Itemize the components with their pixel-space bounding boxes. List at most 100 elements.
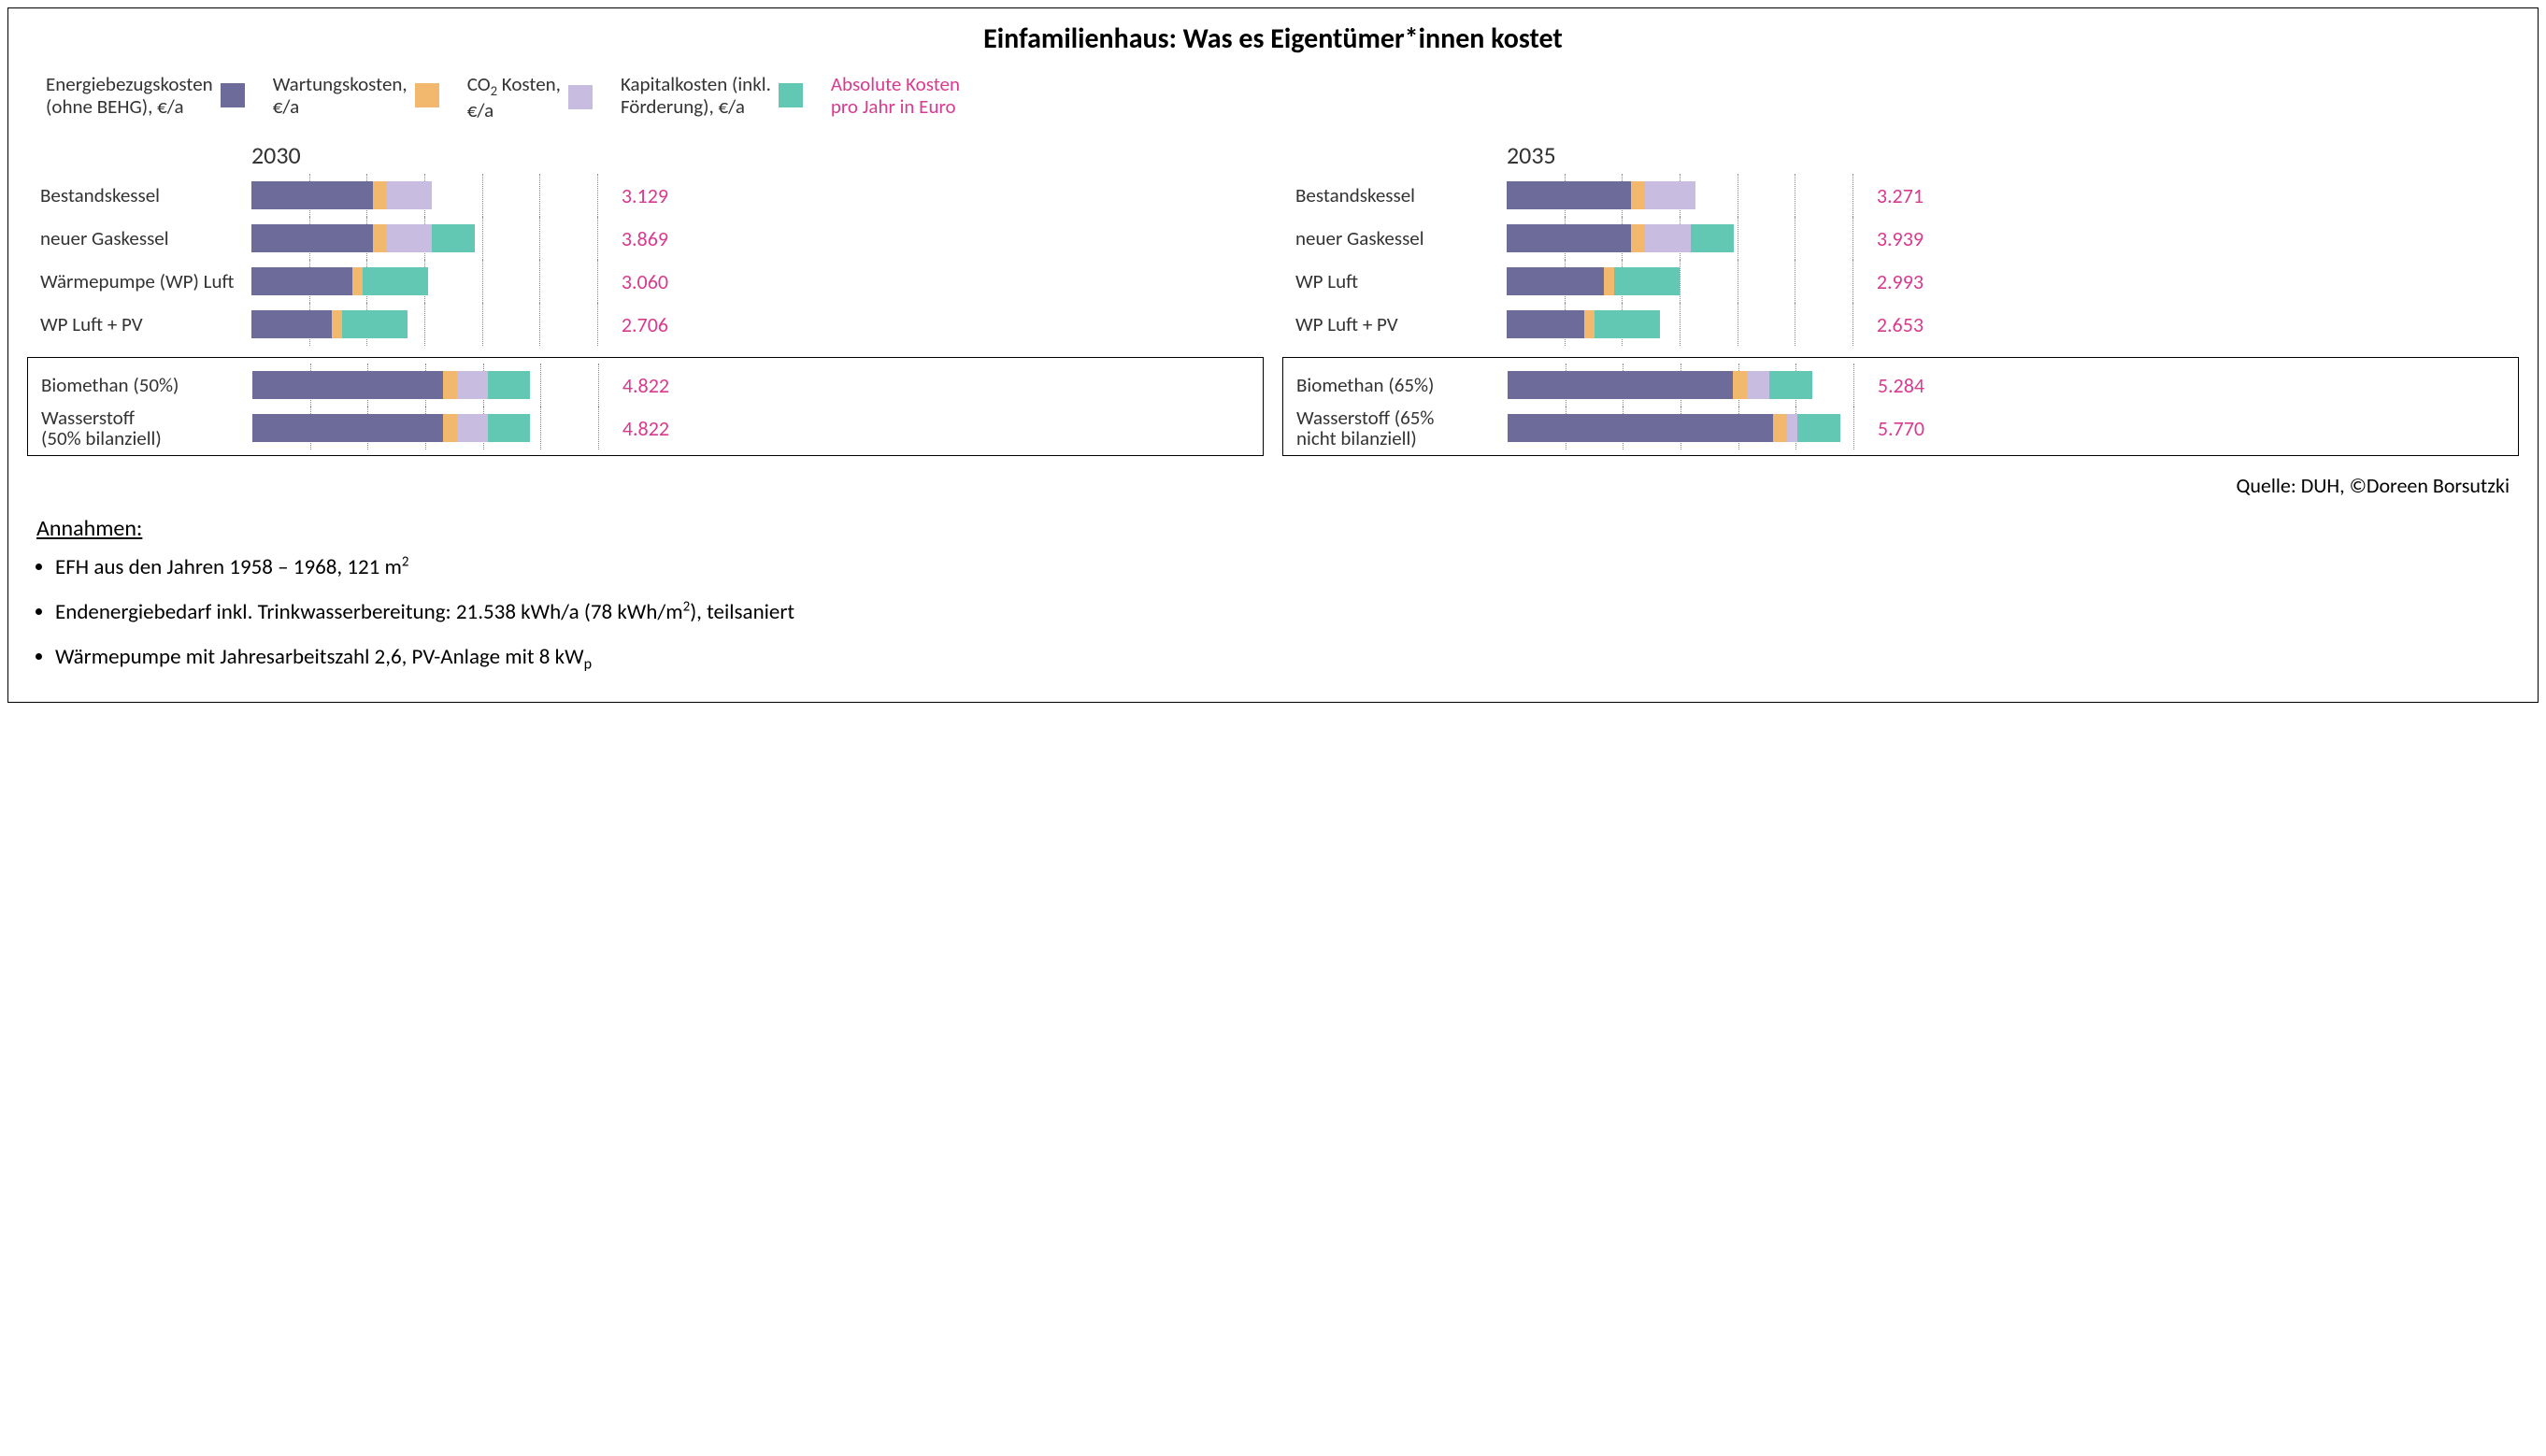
- bar-segment-capital: [432, 224, 475, 252]
- row-total: 3.939: [1852, 226, 1937, 251]
- row-label: Bestandskessel: [27, 185, 251, 206]
- row-label: neuer Gaskessel: [27, 228, 251, 249]
- bar-segment-co2: [1747, 371, 1769, 399]
- bar-area: [1507, 217, 1852, 260]
- chart-group-boxed: Biomethan (65%) 5.284 Wasserstoff (65%nich…: [1282, 357, 2519, 456]
- bar-segment-maintenance: [1584, 310, 1595, 338]
- bar-row: WP Luft 2.993: [1282, 260, 2519, 303]
- stacked-bar: [1508, 371, 1812, 399]
- chart-title: Einfamilienhaus: Was es Eigentümer*innen…: [27, 21, 2519, 56]
- row-label: Wasserstoff(50% bilanziell): [28, 407, 252, 449]
- assumptions-list: EFH aus den Jahren 1958 – 1968, 121 m2En…: [55, 548, 2519, 679]
- row-label: Wasserstoff (65%nicht bilanziell): [1283, 407, 1508, 449]
- bar-segment-maintenance: [1631, 181, 1645, 209]
- stacked-bar: [252, 414, 530, 442]
- bar-row: WP Luft + PV 2.653: [1282, 303, 2519, 346]
- stacked-bar: [1507, 267, 1680, 295]
- bar-segment-maintenance: [1631, 224, 1645, 252]
- bar-row: Bestandskessel 3.271: [1282, 174, 2519, 217]
- bar-area: [252, 407, 598, 450]
- row-label: Bestandskessel: [1282, 185, 1507, 206]
- row-total: 2.706: [597, 312, 681, 337]
- bar-area: [1508, 407, 1853, 450]
- year-label: 2030: [251, 140, 1264, 170]
- row-total: 2.653: [1852, 312, 1937, 337]
- bar-segment-maintenance: [373, 181, 387, 209]
- row-total: 5.284: [1853, 373, 1938, 398]
- legend-label: Wartungskosten,€/a: [273, 73, 408, 118]
- bar-segment-energy: [252, 371, 443, 399]
- legend-label: Kapitalkosten (inkl.Förderung), €/a: [621, 73, 771, 118]
- row-label: Biomethan (50%): [28, 375, 252, 395]
- bar-segment-maintenance: [352, 267, 363, 295]
- chart-group-boxed: Biomethan (50%)4.822Wasserstoff(50% bila…: [27, 357, 1264, 456]
- row-label: WP Luft: [1282, 271, 1507, 292]
- bar-segment-co2: [457, 371, 488, 399]
- bar-segment-capital: [1691, 224, 1734, 252]
- chart-group: Bestandskessel3.129neuer Gaskessel3.869W…: [27, 174, 1264, 346]
- stacked-bar: [251, 267, 428, 295]
- bar-segment-maintenance: [1604, 267, 1614, 295]
- bar-row: Wärmepumpe (WP) Luft 3.060: [27, 260, 1264, 303]
- row-total: 3.060: [597, 269, 681, 294]
- bar-segment-maintenance: [1733, 371, 1747, 399]
- bar-segment-energy: [1507, 267, 1604, 295]
- row-label: Wärmepumpe (WP) Luft: [27, 271, 251, 292]
- legend-total-label: Absolute Kostenpro Jahr in Euro: [831, 73, 960, 118]
- bar-segment-energy: [252, 414, 443, 442]
- stacked-bar: [1507, 224, 1734, 252]
- stacked-bar: [1507, 310, 1660, 338]
- bar-segment-co2: [1645, 224, 1691, 252]
- year-label: 2035: [1507, 140, 2519, 170]
- row-total: 3.271: [1852, 183, 1937, 208]
- bar-area: [1507, 303, 1852, 346]
- source-attribution: Quelle: DUH, ©Doreen Borsutzki: [27, 473, 2510, 498]
- bar-segment-maintenance: [332, 310, 342, 338]
- bar-area: [1507, 174, 1852, 217]
- bar-segment-capital: [488, 414, 531, 442]
- stacked-bar: [251, 224, 475, 252]
- legend-item: Wartungskosten,€/a: [273, 73, 439, 118]
- bar-row: Wasserstoff (65%nicht bilanziell) 5.770: [1283, 407, 2518, 450]
- legend-item: CO2 Kosten,€/a: [467, 73, 593, 121]
- bar-segment-energy: [1507, 310, 1584, 338]
- bar-segment-energy: [251, 310, 332, 338]
- bar-segment-co2: [1787, 414, 1797, 442]
- bar-segment-maintenance: [443, 371, 457, 399]
- row-label: WP Luft + PV: [1282, 314, 1507, 335]
- row-label: WP Luft + PV: [27, 314, 251, 335]
- bar-area: [251, 217, 597, 260]
- bar-segment-energy: [1507, 224, 1631, 252]
- chart-group: Bestandskessel3.271neuer Gaskessel3.939W…: [1282, 174, 2519, 346]
- row-total: 2.993: [1852, 269, 1937, 294]
- bar-segment-energy: [251, 224, 373, 252]
- assumption-item: EFH aus den Jahren 1958 – 1968, 121 m2: [55, 548, 2519, 589]
- bar-row: WP Luft + PV 2.706: [27, 303, 1264, 346]
- bar-segment-energy: [1508, 371, 1733, 399]
- bar-segment-co2: [457, 414, 488, 442]
- stacked-bar: [1508, 414, 1840, 442]
- legend-swatch: [779, 83, 803, 107]
- row-label: Biomethan (65%): [1283, 375, 1508, 395]
- bar-segment-energy: [1507, 181, 1631, 209]
- legend-label: Energiebezugskosten(ohne BEHG), €/a: [46, 73, 213, 118]
- row-total: 5.770: [1853, 416, 1938, 441]
- legend-swatch: [221, 83, 245, 107]
- bar-segment-maintenance: [373, 224, 387, 252]
- bar-area: [1507, 260, 1852, 303]
- assumption-item: Wärmepumpe mit Jahresarbeitszahl 2,6, PV…: [55, 637, 2519, 679]
- bar-area: [251, 260, 597, 303]
- stacked-bar: [252, 371, 530, 399]
- bar-segment-energy: [251, 181, 373, 209]
- row-total: 3.129: [597, 183, 681, 208]
- row-total: 4.822: [598, 416, 682, 441]
- bar-area: [251, 174, 597, 217]
- bar-segment-capital: [1595, 310, 1659, 338]
- bar-segment-co2: [387, 181, 432, 209]
- bar-segment-capital: [342, 310, 407, 338]
- assumptions-heading: Annahmen:: [36, 515, 2519, 542]
- bar-segment-capital: [1797, 414, 1840, 442]
- bar-row: Biomethan (50%)4.822: [28, 364, 1263, 407]
- bar-segment-capital: [1769, 371, 1812, 399]
- bar-segment-energy: [251, 267, 352, 295]
